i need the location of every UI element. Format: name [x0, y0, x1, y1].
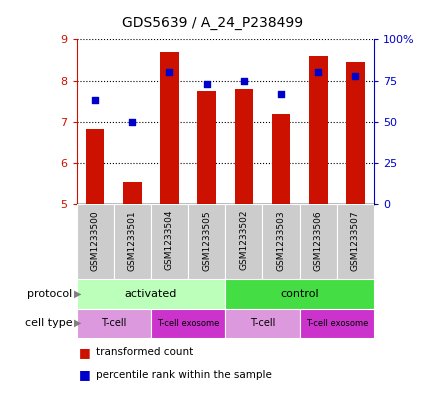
Text: T-cell: T-cell: [250, 318, 275, 328]
Text: ▶: ▶: [74, 318, 82, 328]
Point: [352, 72, 359, 79]
Bar: [337, 204, 374, 279]
Text: GSM1233504: GSM1233504: [165, 210, 174, 270]
Text: GSM1233501: GSM1233501: [128, 210, 137, 270]
Text: cell type: cell type: [25, 318, 72, 328]
Point: [278, 91, 284, 97]
Point: [92, 97, 99, 103]
Text: percentile rank within the sample: percentile rank within the sample: [96, 370, 272, 380]
Text: GSM1233506: GSM1233506: [314, 210, 323, 270]
Text: GDS5639 / A_24_P238499: GDS5639 / A_24_P238499: [122, 16, 303, 30]
Bar: [76, 279, 225, 309]
Text: GSM1233502: GSM1233502: [239, 210, 248, 270]
Text: T-cell exosome: T-cell exosome: [157, 319, 219, 328]
Bar: [300, 309, 374, 338]
Bar: [76, 204, 113, 279]
Bar: [86, 129, 105, 204]
Bar: [225, 204, 262, 279]
Bar: [225, 279, 374, 309]
Text: GSM1233503: GSM1233503: [277, 210, 286, 270]
Bar: [151, 204, 188, 279]
Bar: [309, 56, 328, 204]
Text: ▶: ▶: [74, 289, 82, 299]
Bar: [113, 204, 151, 279]
Text: GSM1233500: GSM1233500: [91, 210, 99, 270]
Bar: [225, 309, 300, 338]
Point: [129, 119, 136, 125]
Bar: [272, 114, 290, 204]
Point: [203, 81, 210, 87]
Text: ■: ■: [79, 368, 91, 381]
Bar: [235, 89, 253, 204]
Text: T-cell exosome: T-cell exosome: [306, 319, 368, 328]
Bar: [188, 204, 225, 279]
Text: ■: ■: [79, 346, 91, 359]
Bar: [123, 182, 142, 204]
Bar: [300, 204, 337, 279]
Point: [315, 69, 322, 75]
Text: transformed count: transformed count: [96, 347, 193, 357]
Point: [241, 77, 247, 84]
Bar: [197, 91, 216, 204]
Text: GSM1233507: GSM1233507: [351, 210, 360, 270]
Text: activated: activated: [125, 289, 177, 299]
Text: GSM1233505: GSM1233505: [202, 210, 211, 270]
Point: [166, 69, 173, 75]
Text: protocol: protocol: [27, 289, 72, 299]
Bar: [262, 204, 300, 279]
Text: control: control: [280, 289, 319, 299]
Bar: [160, 51, 179, 204]
Text: T-cell: T-cell: [101, 318, 126, 328]
Bar: [76, 309, 151, 338]
Bar: [346, 62, 365, 204]
Bar: [151, 309, 225, 338]
